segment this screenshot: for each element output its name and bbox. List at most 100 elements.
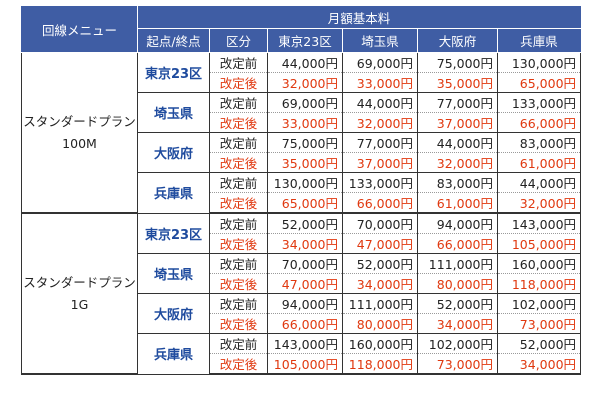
price-cell: 130,000円: [496, 52, 582, 73]
table-header: 回線メニュー 月額基本料 起点/終点 区分 東京23区 埼玉県 大阪府 兵庫県: [21, 6, 582, 53]
division-cell: 改定前: [209, 132, 268, 153]
price-cell: 32,000円: [267, 72, 343, 93]
price-cell: 44,000円: [267, 52, 343, 73]
price-cell: 34,000円: [342, 273, 418, 294]
price-cell: 52,000円: [342, 253, 418, 274]
price-cell: 66,000円: [496, 112, 582, 133]
price-cell: 34,000円: [417, 313, 498, 334]
division-cell: 改定前: [209, 212, 268, 234]
origin-header: 起点/終点: [137, 28, 210, 53]
price-cell: 61,000円: [496, 152, 582, 173]
table-row: 埼玉県 改定前 70,000円 52,000円 111,000円 160,000円: [22, 253, 582, 294]
destination-header: 埼玉県: [342, 28, 418, 53]
plan-speed-line: 1G: [70, 296, 89, 312]
destination-header: 東京23区: [267, 28, 343, 53]
price-cell: 44,000円: [496, 172, 582, 193]
price-cell: 35,000円: [267, 152, 343, 173]
price-cell: 75,000円: [417, 52, 498, 73]
table-row: 改定後 65,000円 66,000円 61,000円 32,000円: [22, 192, 582, 214]
plan-group: スタンダードプラン 100M 東京23区 改定前 44,000円 69,000円 75,00…: [21, 52, 582, 214]
destination-header: 大阪府: [417, 28, 498, 53]
monthly-fee-header: 月額基本料: [136, 6, 582, 29]
table-row: スタンダードプラン 100M 東京23区 改定前 44,000円 69,000円 75,00…: [21, 52, 582, 214]
table-row: 改定後 105,000円 118,000円 73,000円 34,000円: [22, 353, 582, 375]
division-cell: 改定前: [209, 333, 268, 354]
origin-cell: 兵庫県: [137, 172, 210, 214]
division-header: 区分: [209, 28, 268, 53]
price-cell: 47,000円: [267, 273, 343, 294]
price-cell: 105,000円: [496, 233, 582, 254]
price-cell: 66,000円: [417, 233, 498, 254]
division-cell: 改定前: [209, 293, 268, 314]
table-row: 改定後 66,000円 80,000円 34,000円 73,000円: [22, 313, 582, 334]
price-cell: 69,000円: [342, 52, 418, 73]
division-cell: 改定前: [209, 172, 268, 193]
table-row: 改定後 47,000円 34,000円 80,000円 118,000円: [22, 273, 582, 294]
price-cell: 94,000円: [267, 293, 343, 314]
origin-cell: 東京23区: [137, 52, 210, 93]
price-cell: 32,000円: [496, 192, 582, 214]
price-cell: 35,000円: [417, 72, 498, 93]
menu-header: 回線メニュー: [21, 6, 138, 53]
table-row: 改定後 35,000円 37,000円 32,000円 61,000円: [22, 152, 582, 173]
price-cell: 94,000円: [417, 212, 498, 234]
plan-group: スタンダードプラン 1G 東京23区 改定前 52,000円 70,000円 94,000円…: [21, 212, 582, 375]
price-cell: 111,000円: [417, 253, 498, 274]
price-cell: 102,000円: [496, 293, 582, 314]
price-cell: 70,000円: [267, 253, 343, 274]
price-cell: 44,000円: [342, 92, 418, 113]
price-cell: 73,000円: [417, 353, 498, 375]
origin-cell: 兵庫県: [137, 333, 210, 375]
table-row: 埼玉県 改定前 69,000円 44,000円 77,000円 133,000円: [22, 92, 582, 133]
price-cell: 32,000円: [417, 152, 498, 173]
price-cell: 160,000円: [496, 253, 582, 274]
price-cell: 33,000円: [342, 72, 418, 93]
price-cell: 61,000円: [417, 192, 498, 214]
plan-name-line: スタンダードプラン: [23, 274, 136, 290]
price-revision-table: 回線メニュー 月額基本料 起点/終点 区分 東京23区 埼玉県 大阪府 兵庫県 …: [21, 6, 582, 375]
price-cell: 69,000円: [267, 92, 343, 113]
division-cell: 改定前: [209, 52, 268, 73]
table-row: 改定後 34,000円 47,000円 66,000円 105,000円: [22, 233, 582, 254]
price-cell: 133,000円: [496, 92, 582, 113]
price-cell: 130,000円: [267, 172, 343, 193]
table-row: 大阪府 改定前 94,000円 111,000円 52,000円 102,000円: [22, 293, 582, 334]
price-table-container: 回線メニュー 月額基本料 起点/終点 区分 東京23区 埼玉県 大阪府 兵庫県 …: [21, 6, 582, 375]
table-row: 大阪府 改定前 75,000円 77,000円 44,000円 83,000円: [22, 132, 582, 173]
division-cell: 改定後: [209, 353, 268, 375]
division-cell: 改定後: [209, 273, 268, 294]
price-cell: 102,000円: [417, 333, 498, 354]
price-cell: 52,000円: [267, 212, 343, 234]
price-cell: 66,000円: [342, 192, 418, 214]
plan-name-line: スタンダードプラン: [23, 113, 136, 129]
division-cell: 改定後: [209, 233, 268, 254]
price-cell: 70,000円: [342, 212, 418, 234]
price-cell: 37,000円: [417, 112, 498, 133]
origin-cell: 大阪府: [137, 132, 210, 173]
price-cell: 37,000円: [342, 152, 418, 173]
price-cell: 77,000円: [417, 92, 498, 113]
price-cell: 111,000円: [342, 293, 418, 314]
division-cell: 改定後: [209, 192, 268, 214]
price-cell: 83,000円: [417, 172, 498, 193]
price-cell: 34,000円: [267, 233, 343, 254]
price-cell: 52,000円: [417, 293, 498, 314]
price-cell: 77,000円: [342, 132, 418, 153]
price-cell: 80,000円: [342, 313, 418, 334]
price-cell: 47,000円: [342, 233, 418, 254]
price-cell: 66,000円: [267, 313, 343, 334]
division-cell: 改定後: [209, 313, 268, 334]
division-cell: 改定後: [209, 72, 268, 93]
price-cell: 65,000円: [267, 192, 343, 214]
plan-name-cell: スタンダードプラン 100M: [21, 52, 138, 214]
division-cell: 改定前: [209, 253, 268, 274]
price-cell: 118,000円: [342, 353, 418, 375]
table-row: スタンダードプラン 1G 東京23区 改定前 52,000円 70,000円 94,000円…: [21, 212, 582, 375]
price-cell: 73,000円: [496, 313, 582, 334]
price-cell: 33,000円: [267, 112, 343, 133]
price-cell: 105,000円: [267, 353, 343, 375]
plan-speed-line: 100M: [62, 135, 97, 151]
division-cell: 改定後: [209, 152, 268, 173]
price-cell: 83,000円: [496, 132, 582, 153]
price-cell: 32,000円: [342, 112, 418, 133]
